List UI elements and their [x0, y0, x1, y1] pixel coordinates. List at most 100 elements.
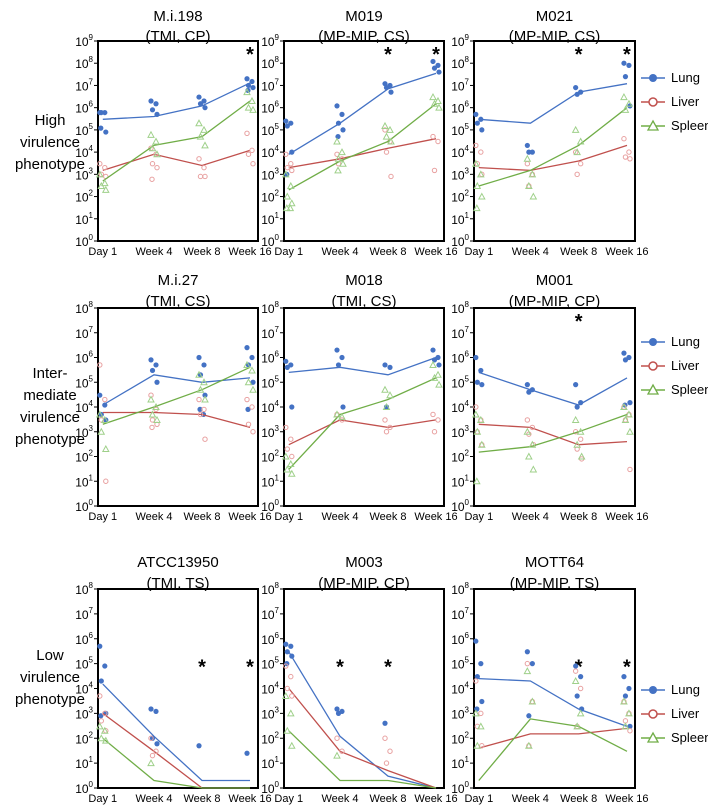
point-lung	[289, 404, 295, 410]
point-spleen	[95, 410, 104, 418]
point-lung	[149, 107, 156, 113]
x-tick-label: Day 1	[274, 793, 303, 805]
series-line-lung	[478, 83, 628, 124]
point-liver	[622, 154, 629, 160]
y-tick-label: 105	[75, 122, 93, 138]
point-spleen	[97, 181, 106, 189]
x-tick-label: Week 8	[560, 246, 597, 258]
point-spleen	[473, 427, 482, 435]
chart-title: (TMI, CS)	[146, 293, 211, 310]
point-lung	[335, 120, 342, 126]
point-spleen	[435, 103, 443, 111]
x-tick-label: Week 8	[369, 511, 406, 523]
point-lung	[574, 91, 580, 97]
point-liver	[197, 173, 204, 180]
point-lung	[97, 643, 103, 649]
y-tick-label: 108	[451, 55, 469, 71]
point-liver	[288, 673, 294, 680]
point-liver	[245, 151, 252, 157]
significance-marker: *	[336, 657, 344, 679]
series-line-liver	[102, 411, 251, 429]
point-spleen	[196, 132, 205, 140]
x-tick-label: Week 16	[605, 511, 648, 523]
series-line-liver	[478, 144, 628, 172]
point-lung	[154, 111, 160, 117]
y-tick-label: 102	[261, 189, 279, 205]
row-label: Inter-	[32, 365, 67, 382]
point-liver	[431, 429, 438, 435]
legend-label-spleen: Spleen	[671, 118, 708, 133]
legend-marker	[648, 97, 658, 107]
point-spleen	[338, 412, 346, 420]
point-liver	[244, 130, 250, 137]
series-line-lung	[478, 371, 628, 406]
y-tick-label: 108	[261, 55, 279, 71]
point-liver	[149, 176, 155, 182]
point-spleen	[281, 170, 290, 178]
point-spleen	[243, 360, 251, 368]
y-tick-label: 108	[451, 581, 469, 597]
y-tick-label: 104	[451, 144, 469, 160]
point-spleen	[573, 722, 581, 730]
point-lung	[578, 674, 584, 680]
point-spleen	[386, 125, 394, 133]
point-lung	[436, 69, 442, 75]
series-line-liver	[478, 727, 628, 749]
point-lung	[626, 685, 632, 692]
point-liver	[288, 161, 294, 167]
x-tick-label: Week 4	[135, 793, 172, 805]
point-spleen	[434, 96, 442, 104]
y-tick-label: 102	[261, 449, 279, 465]
point-liver	[97, 161, 103, 167]
row-label: virulence	[20, 409, 80, 426]
point-spleen	[249, 385, 257, 393]
y-tick-label: 100	[451, 498, 469, 514]
significance-marker: *	[246, 657, 254, 679]
point-lung	[97, 392, 103, 398]
point-spleen	[283, 192, 292, 200]
point-lung	[387, 364, 393, 370]
point-liver	[524, 417, 531, 423]
point-spleen	[200, 125, 208, 133]
chart-panel: MOTT64 (MP-MIP, TS) 100 101 102 103 104 105 106 1…	[451, 554, 648, 805]
series-line-spleen	[102, 737, 250, 789]
point-lung	[340, 404, 346, 410]
point-spleen	[476, 170, 485, 178]
point-lung	[148, 706, 154, 712]
point-lung	[474, 706, 480, 712]
x-tick-label: Week 4	[135, 511, 172, 523]
chart-title: (MP-MIP, TS)	[510, 575, 599, 592]
point-spleen	[381, 121, 389, 129]
row-label: virulence	[20, 669, 80, 686]
point-lung	[479, 382, 485, 388]
series-line-lung	[288, 651, 437, 789]
point-liver	[149, 161, 156, 167]
point-lung	[245, 406, 251, 412]
x-tick-label: Week 4	[512, 246, 549, 258]
y-tick-label: 108	[261, 300, 279, 316]
point-lung	[524, 649, 530, 655]
series-line-spleen	[478, 718, 628, 781]
point-liver	[102, 396, 108, 403]
point-liver	[435, 138, 441, 145]
point-liver	[284, 446, 290, 452]
row-label: phenotype	[15, 691, 85, 708]
y-tick-label: 100	[261, 233, 279, 249]
point-lung	[154, 741, 160, 747]
point-spleen	[472, 204, 481, 212]
y-tick-label: 107	[261, 77, 279, 93]
point-lung	[526, 389, 532, 395]
point-lung	[148, 357, 154, 363]
point-lung	[244, 76, 250, 82]
y-tick-label: 105	[451, 122, 469, 138]
point-lung	[197, 101, 204, 107]
point-lung	[382, 81, 388, 87]
point-spleen	[97, 427, 106, 435]
point-spleen	[148, 144, 157, 152]
point-lung	[622, 357, 629, 363]
point-spleen	[625, 410, 633, 418]
point-spleen	[248, 366, 256, 374]
point-spleen	[333, 751, 341, 759]
point-liver	[430, 411, 436, 418]
point-lung	[430, 347, 436, 353]
